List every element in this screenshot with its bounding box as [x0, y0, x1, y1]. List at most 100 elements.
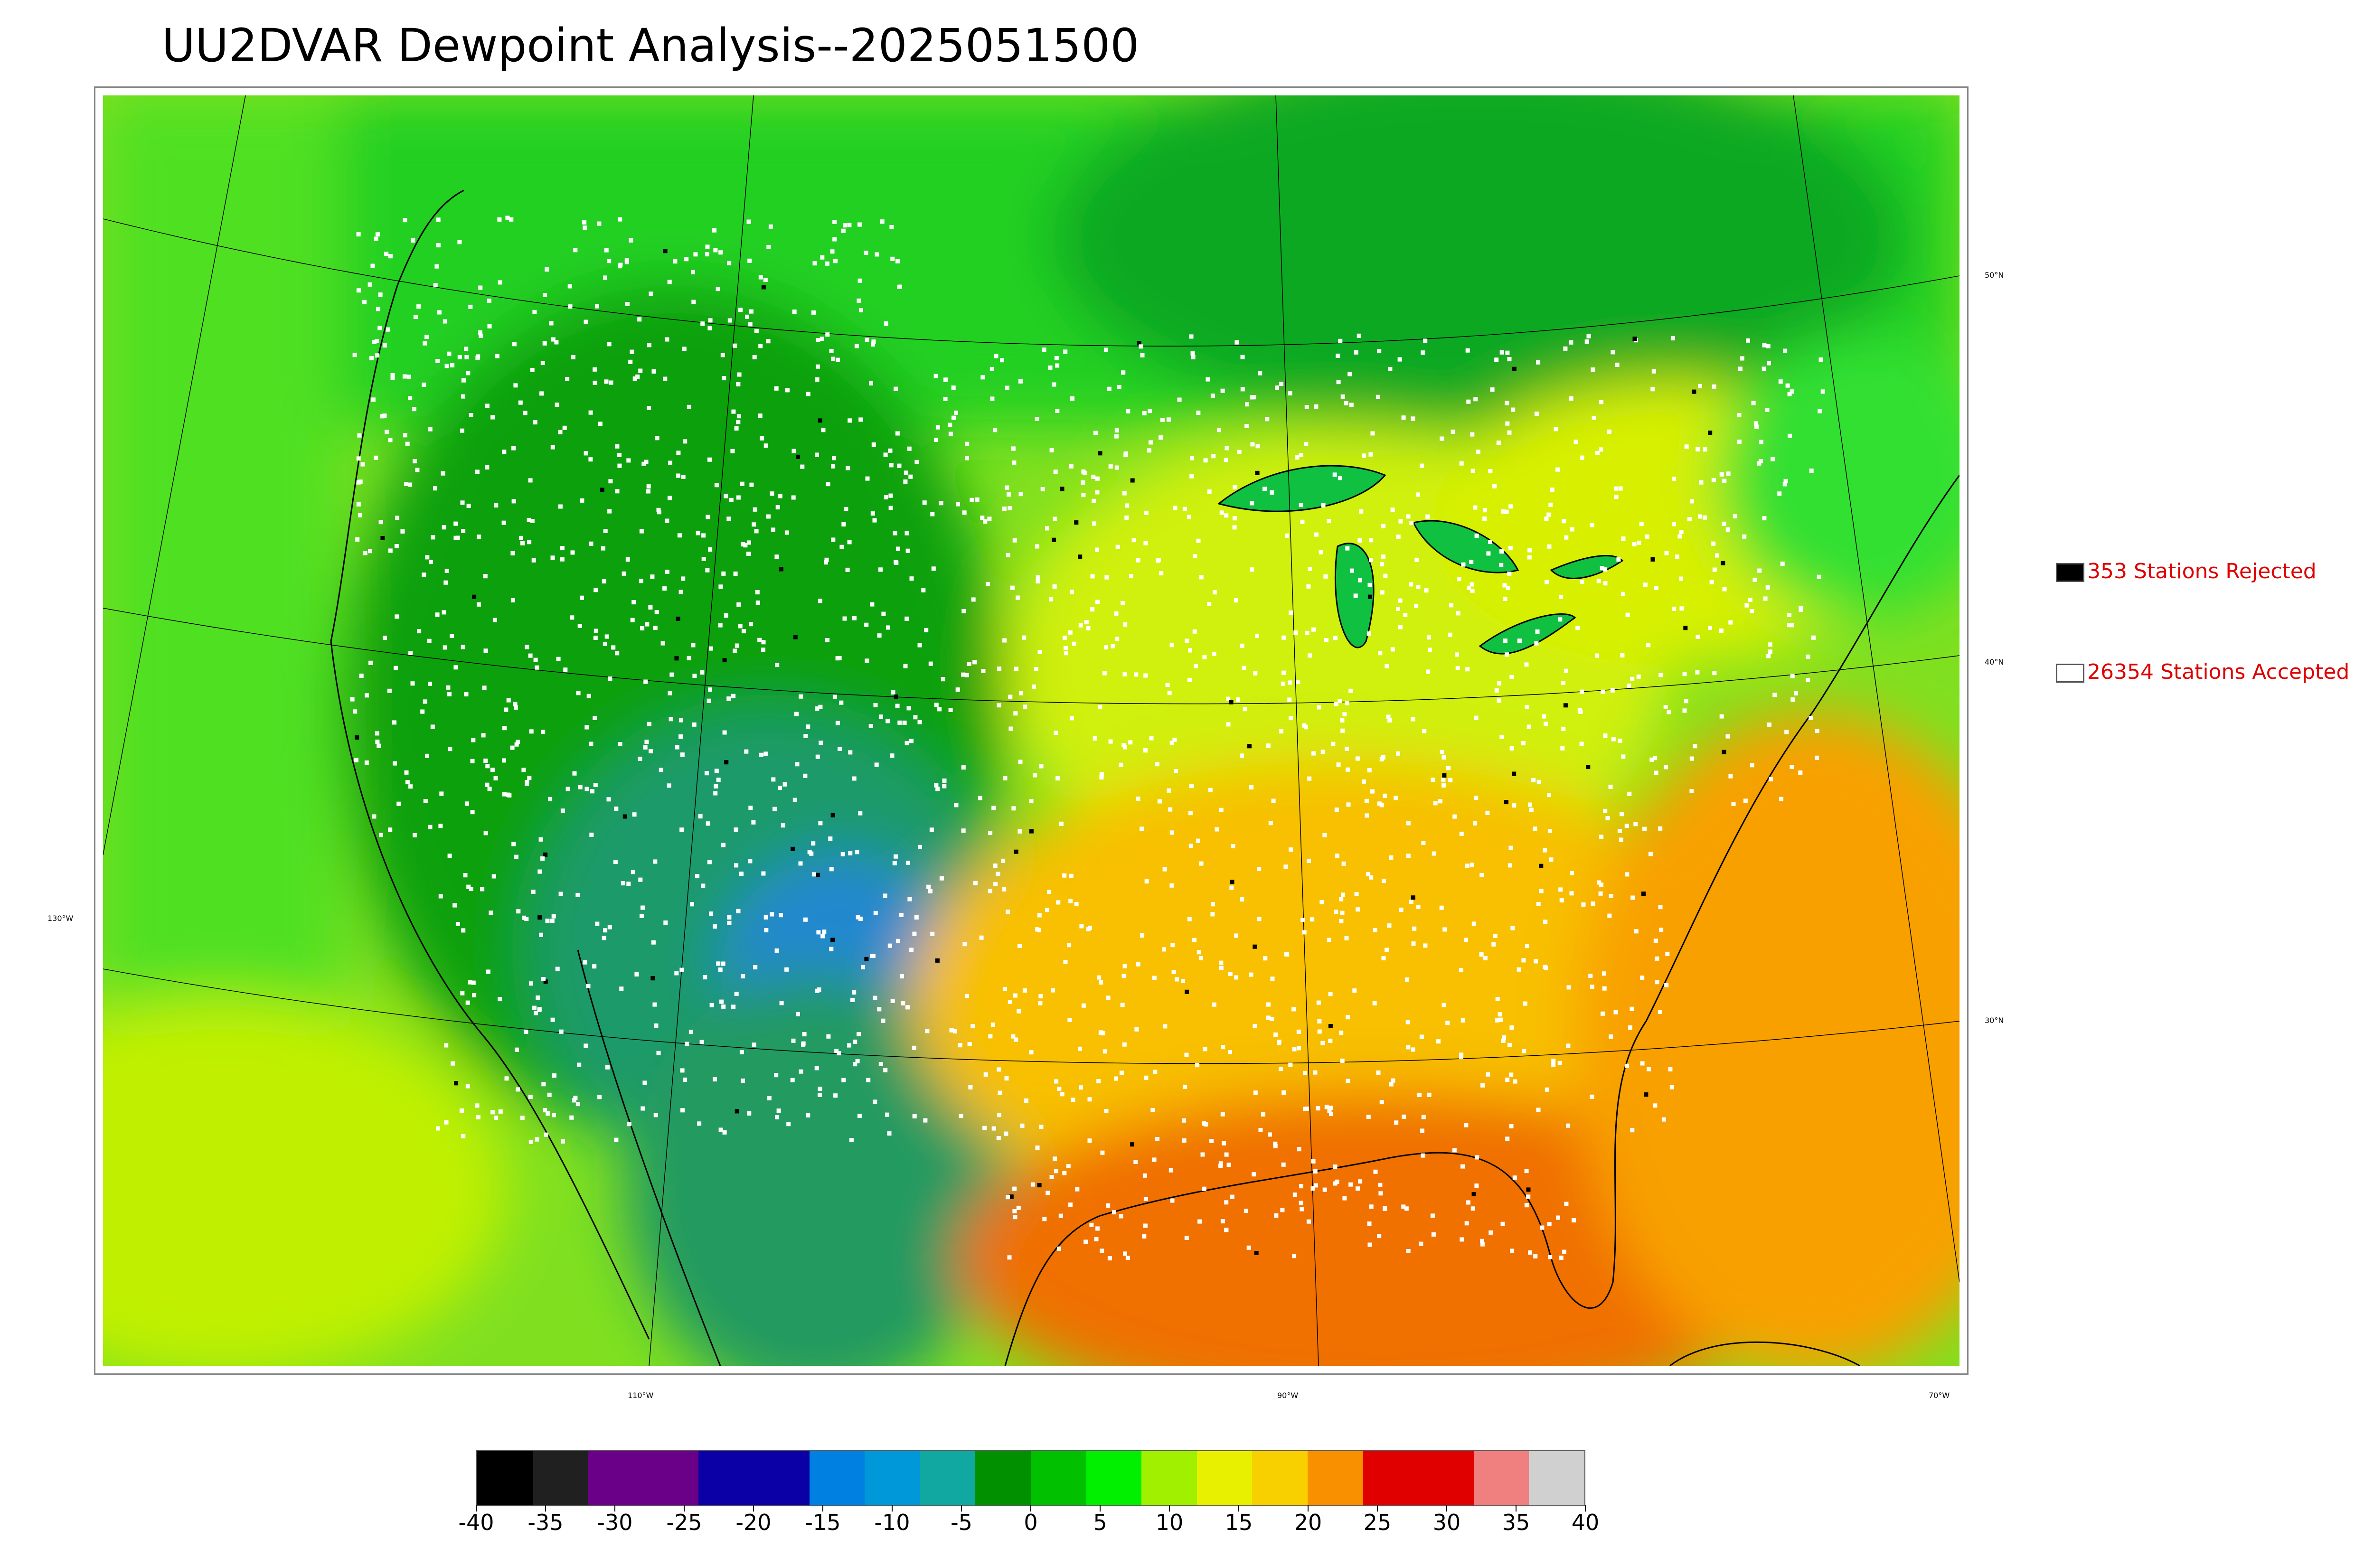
station-marker: [1274, 1213, 1279, 1218]
station-marker: [514, 742, 519, 747]
station-marker: [747, 258, 752, 263]
station-marker: [1406, 854, 1411, 858]
station-marker: [1602, 971, 1606, 976]
station-marker: [1114, 611, 1119, 616]
station-marker: [716, 287, 720, 291]
station-marker: [1763, 596, 1768, 601]
station-marker: [1003, 776, 1008, 780]
station-marker: [716, 961, 721, 966]
station-marker: [1081, 1003, 1086, 1008]
station-marker: [1347, 372, 1352, 376]
station-marker: [643, 745, 648, 750]
station-marker: [1240, 355, 1245, 359]
station-marker: [807, 850, 812, 854]
station-marker: [1790, 697, 1795, 702]
station-marker: [1561, 681, 1565, 685]
station-marker: [712, 228, 716, 233]
station-marker: [699, 1040, 704, 1044]
station-marker: [631, 600, 636, 605]
station-marker: [1224, 1152, 1229, 1157]
station-marker: [1722, 750, 1726, 754]
station-marker: [1342, 1196, 1347, 1201]
station-marker: [1202, 655, 1207, 659]
station-marker: [1372, 1001, 1377, 1005]
station-marker: [881, 611, 886, 616]
station-marker: [1579, 689, 1584, 694]
station-marker: [1114, 1076, 1118, 1081]
station-marker: [887, 943, 892, 948]
station-marker: [1074, 520, 1079, 525]
station-marker: [1185, 989, 1189, 994]
station-marker: [460, 500, 465, 505]
station-marker: [831, 357, 836, 361]
station-marker: [1406, 514, 1411, 519]
station-marker: [734, 863, 739, 868]
station-marker: [1470, 469, 1475, 473]
station-marker: [729, 498, 734, 502]
station-marker: [733, 343, 737, 348]
station-marker: [1066, 1164, 1071, 1168]
station-marker: [502, 792, 507, 797]
station-marker: [1081, 469, 1086, 474]
station-marker: [1369, 875, 1374, 880]
station-marker: [1277, 1041, 1281, 1045]
station-marker: [1785, 383, 1790, 388]
station-marker: [1335, 854, 1339, 858]
station-marker: [548, 797, 553, 801]
station-marker: [1790, 674, 1795, 678]
station-marker: [1654, 770, 1658, 775]
station-marker: [840, 852, 845, 856]
station-marker: [415, 468, 420, 472]
station-marker: [1411, 1047, 1415, 1052]
station-marker: [1492, 484, 1497, 488]
station-marker: [831, 537, 836, 542]
station-marker: [1064, 646, 1068, 650]
station-marker: [1103, 347, 1108, 352]
station-marker: [1564, 668, 1568, 673]
station-marker: [1376, 1070, 1381, 1075]
station-marker: [495, 354, 499, 358]
station-marker: [1006, 1195, 1010, 1200]
station-marker: [928, 889, 933, 893]
station-marker: [1289, 610, 1293, 615]
station-marker: [1017, 944, 1022, 948]
station-marker: [1569, 891, 1574, 896]
station-marker: [1096, 1079, 1101, 1084]
station-marker: [1495, 1018, 1499, 1023]
station-marker: [736, 420, 741, 424]
station-marker: [583, 225, 587, 230]
station-marker: [372, 814, 377, 819]
station-marker: [1249, 972, 1253, 977]
station-marker: [968, 1085, 973, 1089]
station-marker: [492, 618, 497, 622]
station-marker: [1512, 771, 1517, 776]
station-marker: [1144, 879, 1149, 884]
station-marker: [530, 367, 535, 372]
station-marker: [806, 724, 810, 729]
station-marker: [1440, 436, 1444, 441]
map-frame: [94, 86, 1969, 1375]
station-marker: [1339, 1030, 1344, 1035]
station-marker: [1818, 357, 1823, 362]
station-marker: [948, 432, 953, 436]
station-marker: [376, 307, 380, 311]
station-marker: [870, 511, 875, 516]
station-marker: [1340, 911, 1345, 915]
station-marker: [525, 779, 529, 784]
station-marker: [1103, 645, 1108, 650]
station-marker: [576, 691, 581, 695]
station-marker: [621, 881, 625, 886]
station-marker: [771, 777, 776, 782]
station-marker: [770, 491, 774, 496]
station-marker: [848, 418, 852, 423]
station-marker: [965, 441, 970, 446]
station-marker: [707, 860, 712, 864]
station-marker: [629, 238, 633, 243]
station-marker: [560, 546, 565, 551]
station-marker: [798, 861, 803, 866]
station-marker: [1210, 394, 1215, 398]
station-marker: [660, 641, 665, 646]
station-marker: [778, 494, 782, 498]
station-marker: [466, 371, 471, 376]
station-marker: [433, 486, 437, 491]
